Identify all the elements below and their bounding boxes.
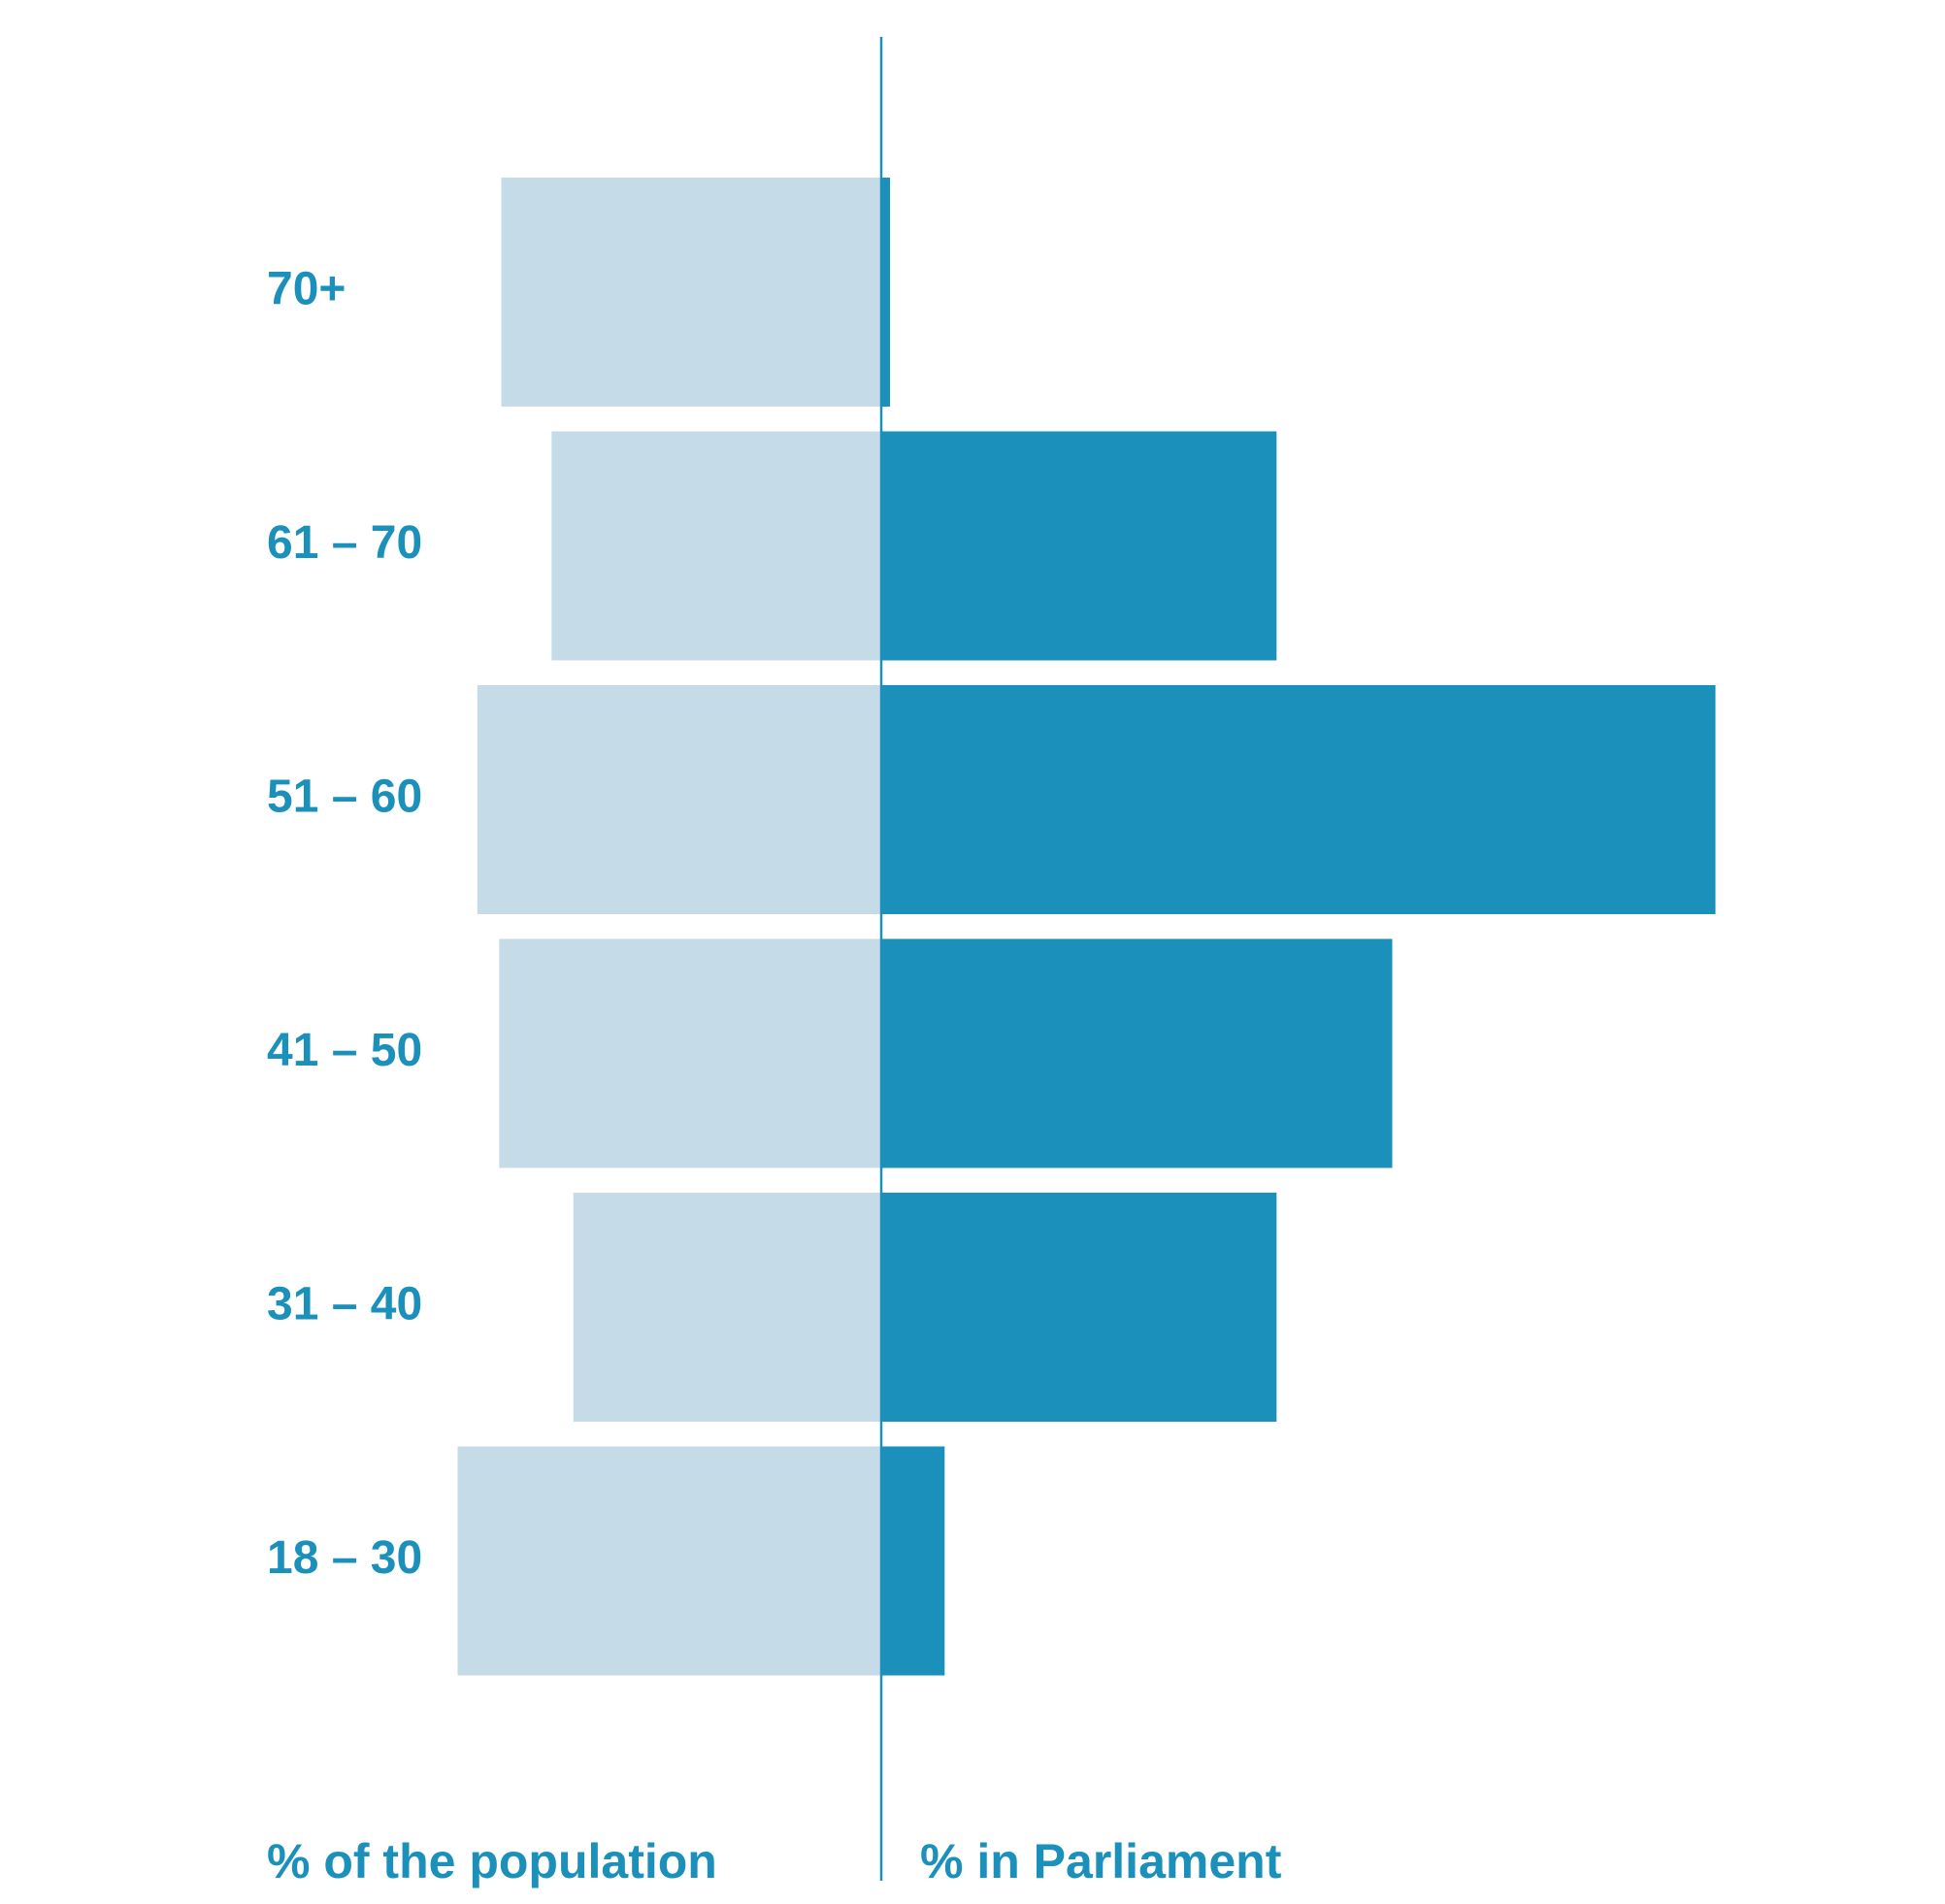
population-bar: [573, 1193, 882, 1422]
parliament-series-label: % in Parliament: [920, 1834, 1282, 1888]
parliament-bar: [881, 1446, 945, 1676]
population-bar: [457, 1446, 881, 1676]
population-bars: [457, 178, 882, 1676]
category-label: 70+: [267, 264, 346, 315]
category-label: 18 – 30: [267, 1532, 422, 1584]
population-series-label: % of the population: [267, 1834, 717, 1888]
category-label: 61 – 70: [267, 517, 422, 569]
parliament-bar: [881, 685, 1716, 914]
category-label: 41 – 50: [267, 1025, 422, 1076]
category-label: 51 – 60: [267, 771, 422, 823]
population-bar: [499, 938, 882, 1168]
parliament-bar: [881, 431, 1277, 661]
population-bar: [551, 431, 882, 661]
population-bar: [477, 685, 882, 914]
parliament-bar: [881, 938, 1393, 1168]
parliament-bars: [881, 178, 1716, 1676]
population-bar: [501, 178, 881, 407]
parliament-bar: [881, 178, 890, 407]
category-label: 31 – 40: [267, 1279, 422, 1330]
parliament-bar: [881, 1193, 1277, 1422]
category-labels: 70+ 61 – 70 51 – 60 41 – 50 31 – 40 18 – 30: [267, 264, 422, 1585]
